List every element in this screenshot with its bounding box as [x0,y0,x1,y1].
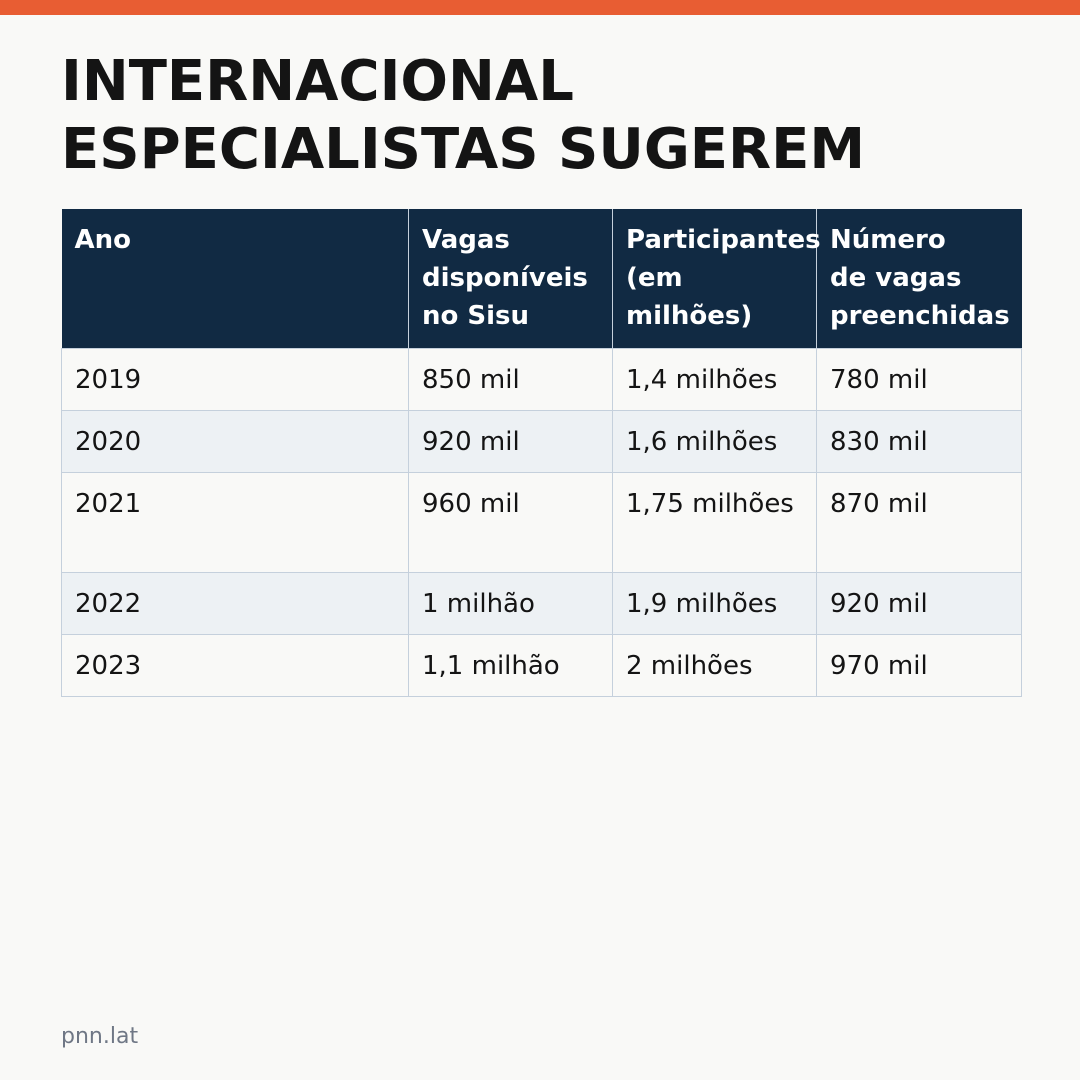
cell-ano: 2019 [61,347,409,411]
source-footer: pnn.lat [61,1024,139,1049]
cell-preenchidas: 920 mil [816,571,1022,635]
top-accent-bar [0,0,1080,15]
cell-preenchidas: 970 mil [816,633,1022,697]
header-preenchidas-line-1: Número [830,225,946,255]
header-ano-label: Ano [74,225,132,255]
header-ano: Ano [61,209,409,348]
table-row: 2023 1,1 milhão 2 milhões 970 mil [61,633,1022,697]
header-vagas-preenchidas: Número de vagas preenchidas [816,209,1022,348]
cell-preenchidas: 830 mil [816,409,1022,473]
header-participantes-line-3: milhões) [626,301,753,331]
table-header-row: Ano Vagas disponíveis no Sisu Participan… [61,209,1022,348]
table-row: 2022 1 milhão 1,9 milhões 920 mil [61,571,1022,635]
header-participantes: Participantes (em milhões) [612,209,821,348]
cell-preenchidas: 780 mil [816,347,1022,411]
table-row: 2021 960 mil 1,75 milhões 870 mil [61,471,1022,573]
cell-participantes: 2 milhões [612,633,817,697]
header-vagas-disponiveis: Vagas disponíveis no Sisu [408,209,613,348]
title-line-1: INTERNACIONAL [61,49,574,114]
header-preenchidas-line-3: preenchidas [830,301,1010,331]
cell-ano: 2022 [61,571,409,635]
header-vagas-line-1: Vagas [422,225,510,255]
cell-participantes: 1,4 milhões [612,347,817,411]
cell-preenchidas: 870 mil [816,471,1022,573]
header-preenchidas-line-2: de vagas [830,263,962,293]
cell-ano: 2023 [61,633,409,697]
sisu-data-table: Ano Vagas disponíveis no Sisu Participan… [61,209,1022,697]
header-participantes-line-1: Participantes [626,225,821,255]
cell-vagas: 1,1 milhão [408,633,613,697]
header-vagas-line-2: disponíveis [422,263,588,293]
cell-vagas: 920 mil [408,409,613,473]
cell-vagas: 960 mil [408,471,613,573]
cell-participantes: 1,9 milhões [612,571,817,635]
cell-vagas: 850 mil [408,347,613,411]
title-line-2: ESPECIALISTAS SUGEREM [61,117,866,182]
cell-ano: 2021 [61,471,409,573]
header-vagas-line-3: no Sisu [422,301,530,331]
header-participantes-line-2: (em [626,263,683,293]
cell-vagas: 1 milhão [408,571,613,635]
cell-ano: 2020 [61,409,409,473]
table-row: 2020 920 mil 1,6 milhões 830 mil [61,409,1022,473]
table-row: 2019 850 mil 1,4 milhões 780 mil [61,347,1022,411]
page-title: INTERNACIONAL ESPECIALISTAS SUGEREM [61,48,1021,184]
cell-participantes: 1,6 milhões [612,409,817,473]
cell-participantes: 1,75 milhões [612,471,817,573]
